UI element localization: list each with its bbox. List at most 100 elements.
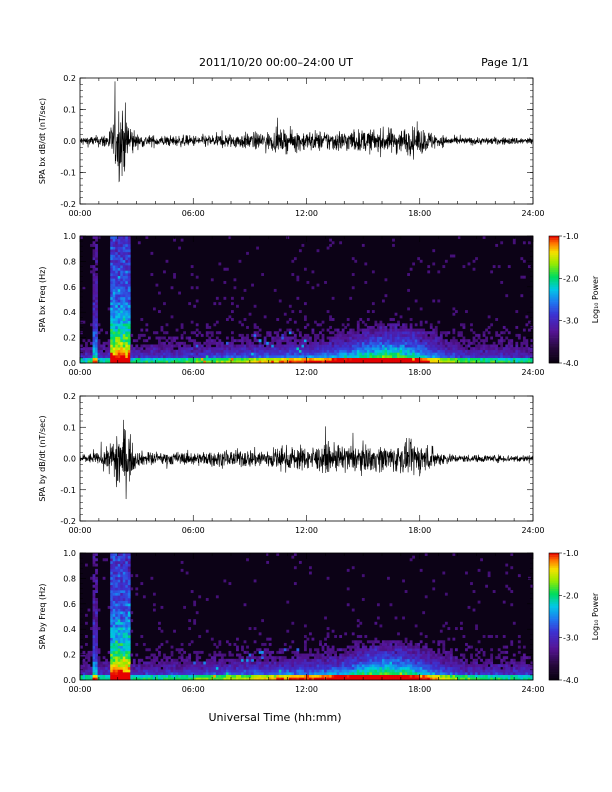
spectrogram-cell: [429, 650, 433, 654]
spectrogram-cell: [205, 666, 209, 670]
spectrogram-cell: [215, 336, 219, 340]
spectrogram-cell: [231, 296, 234, 300]
spectrogram-cell: [429, 677, 433, 681]
spectrogram-cell: [110, 360, 114, 364]
spectrogram-cell: [127, 624, 131, 628]
spectrogram-cell: [198, 595, 202, 599]
figure-title: 2011/10/20 00:00–24:00 UT: [199, 56, 353, 69]
spectrogram-cell: [429, 656, 433, 660]
spectrogram-cell: [371, 677, 375, 681]
spectrogram-cell: [429, 333, 433, 337]
spectrogram-cell: [389, 349, 393, 353]
spectrogram-cell: [485, 352, 488, 356]
spectrogram-cell: [122, 600, 126, 604]
spectrogram-cell: [97, 664, 101, 668]
spectrogram-cell: [424, 674, 428, 678]
spectrogram-cell: [460, 331, 463, 335]
spectrogram-cell: [135, 653, 139, 657]
spectrogram-cell: [419, 323, 423, 327]
spectrogram-cell: [125, 595, 129, 599]
spectrogram-cell: [465, 360, 468, 364]
spectrogram-cell: [248, 355, 252, 359]
spectrogram-cell: [512, 355, 516, 359]
spectrogram-cell: [122, 560, 126, 564]
spectrogram-cell: [392, 238, 395, 242]
spectrogram-cell: [419, 632, 423, 636]
spectrogram-cell: [490, 270, 494, 274]
spectrogram-cell: [336, 357, 340, 361]
spectrogram-cell: [241, 661, 244, 665]
spectrogram-cell: [361, 357, 365, 361]
spectrogram-cell: [475, 257, 478, 261]
spectrogram-cell: [248, 341, 252, 345]
spectrogram-cell: [407, 333, 410, 337]
spectrogram-cell: [336, 347, 340, 351]
spectrogram-cell: [288, 318, 292, 321]
spectrogram-cell: [434, 669, 438, 673]
spectrogram-cell: [92, 339, 96, 343]
spectrogram-cell: [120, 315, 124, 319]
spectrogram-cell: [185, 355, 189, 359]
spectrogram-cell: [452, 312, 456, 316]
spectrogram-cell: [276, 347, 280, 351]
spectrogram-cell: [110, 286, 114, 290]
spectrogram-cell: [253, 325, 257, 329]
spectrogram-cell: [193, 360, 197, 364]
spectrogram-cell: [281, 664, 285, 668]
spectrogram-cell: [125, 669, 129, 673]
spectrogram-cell: [517, 347, 521, 351]
spectrogram-cell: [155, 658, 159, 662]
spectrogram-cell: [115, 613, 119, 617]
spectrogram-cell: [95, 616, 98, 620]
spectrogram-cell: [319, 664, 322, 668]
spectrogram-cell: [369, 658, 373, 662]
spectrogram-cell: [366, 318, 370, 321]
spectrogram-cell: [85, 669, 88, 673]
spectrogram-cell: [218, 642, 222, 646]
spectrogram-cell: [246, 658, 249, 662]
spectrogram-cell: [200, 347, 204, 351]
spectrogram-cell: [110, 259, 114, 263]
spectrogram-cell: [326, 576, 330, 580]
spectrogram-cell: [419, 653, 423, 657]
spectrogram-cell: [225, 669, 229, 673]
spectrogram-cell: [127, 621, 131, 625]
spectrogram-cell: [198, 666, 202, 670]
spectrogram-cell: [344, 658, 348, 662]
spectrogram-cell: [392, 325, 395, 329]
spectrogram-cell: [273, 347, 277, 351]
spectrogram-cell: [130, 587, 134, 591]
spectrogram-cell: [168, 672, 171, 676]
spectrogram-cell: [434, 333, 438, 337]
spectrogram-cell: [152, 360, 156, 364]
spectrogram-cell: [392, 349, 395, 353]
spectrogram-cell: [278, 341, 282, 345]
colorbar-segment: [549, 339, 559, 343]
spectrogram-cell: [268, 674, 272, 678]
spectrogram-cell: [163, 341, 166, 345]
spectrogram-cell: [379, 650, 383, 654]
spectrogram-cell: [218, 664, 222, 668]
spectrogram-cell: [271, 677, 275, 681]
spectrogram-cell: [477, 341, 481, 345]
spectrogram-cell: [404, 664, 408, 668]
spectrogram-cell: [334, 635, 337, 638]
spectrogram-cell: [117, 566, 121, 570]
spectrogram-cell: [105, 352, 108, 356]
spectrogram-cell: [407, 347, 410, 351]
spectrogram-cell: [374, 320, 378, 324]
spectrogram-cell: [329, 341, 332, 345]
spectrogram-cell: [384, 325, 388, 329]
spectrogram-cell: [253, 339, 257, 343]
spectrogram-cell: [210, 666, 214, 670]
spectrogram-cell: [311, 352, 315, 356]
spectrogram-cell: [95, 653, 98, 657]
spectrogram-cell: [271, 650, 275, 654]
spectrogram-cell: [387, 661, 390, 665]
colorbar-segment: [549, 307, 559, 311]
spectrogram-cell: [115, 648, 119, 652]
spectrogram-cell: [281, 658, 285, 662]
spectrogram-cell: [409, 669, 413, 673]
spectrogram-cell: [122, 613, 126, 617]
spectrogram-cell: [326, 352, 330, 356]
